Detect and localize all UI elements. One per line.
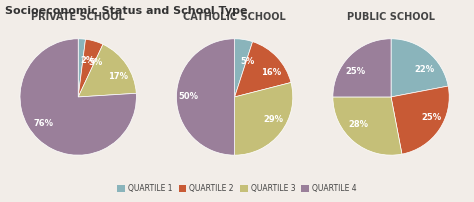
Text: 50%: 50%: [179, 93, 199, 101]
Wedge shape: [78, 44, 136, 97]
Wedge shape: [78, 39, 85, 97]
Wedge shape: [235, 42, 291, 97]
Wedge shape: [78, 39, 103, 97]
Wedge shape: [235, 82, 293, 155]
Wedge shape: [391, 39, 448, 97]
Wedge shape: [333, 97, 402, 155]
Text: Socioeconomic Status and School Type: Socioeconomic Status and School Type: [5, 6, 247, 16]
Text: 25%: 25%: [421, 113, 441, 122]
Text: 28%: 28%: [348, 120, 368, 129]
Wedge shape: [176, 39, 235, 155]
Text: 76%: 76%: [34, 119, 54, 128]
Wedge shape: [20, 39, 137, 155]
Title: CATHOLIC SCHOOL: CATHOLIC SCHOOL: [183, 12, 286, 22]
Text: 16%: 16%: [261, 68, 281, 77]
Wedge shape: [235, 39, 253, 97]
Title: PRIVATE SCHOOL: PRIVATE SCHOOL: [31, 12, 125, 22]
Text: 29%: 29%: [263, 115, 283, 124]
Legend: QUARTILE 1, QUARTILE 2, QUARTILE 3, QUARTILE 4: QUARTILE 1, QUARTILE 2, QUARTILE 3, QUAR…: [114, 181, 360, 196]
Text: 2%: 2%: [81, 57, 95, 65]
Text: 17%: 17%: [108, 72, 128, 81]
Text: 5%: 5%: [240, 57, 255, 66]
Text: 25%: 25%: [346, 67, 365, 76]
Text: 5%: 5%: [88, 58, 102, 67]
Wedge shape: [391, 86, 449, 154]
Title: PUBLIC SCHOOL: PUBLIC SCHOOL: [347, 12, 435, 22]
Wedge shape: [333, 39, 391, 97]
Text: 22%: 22%: [414, 65, 434, 74]
